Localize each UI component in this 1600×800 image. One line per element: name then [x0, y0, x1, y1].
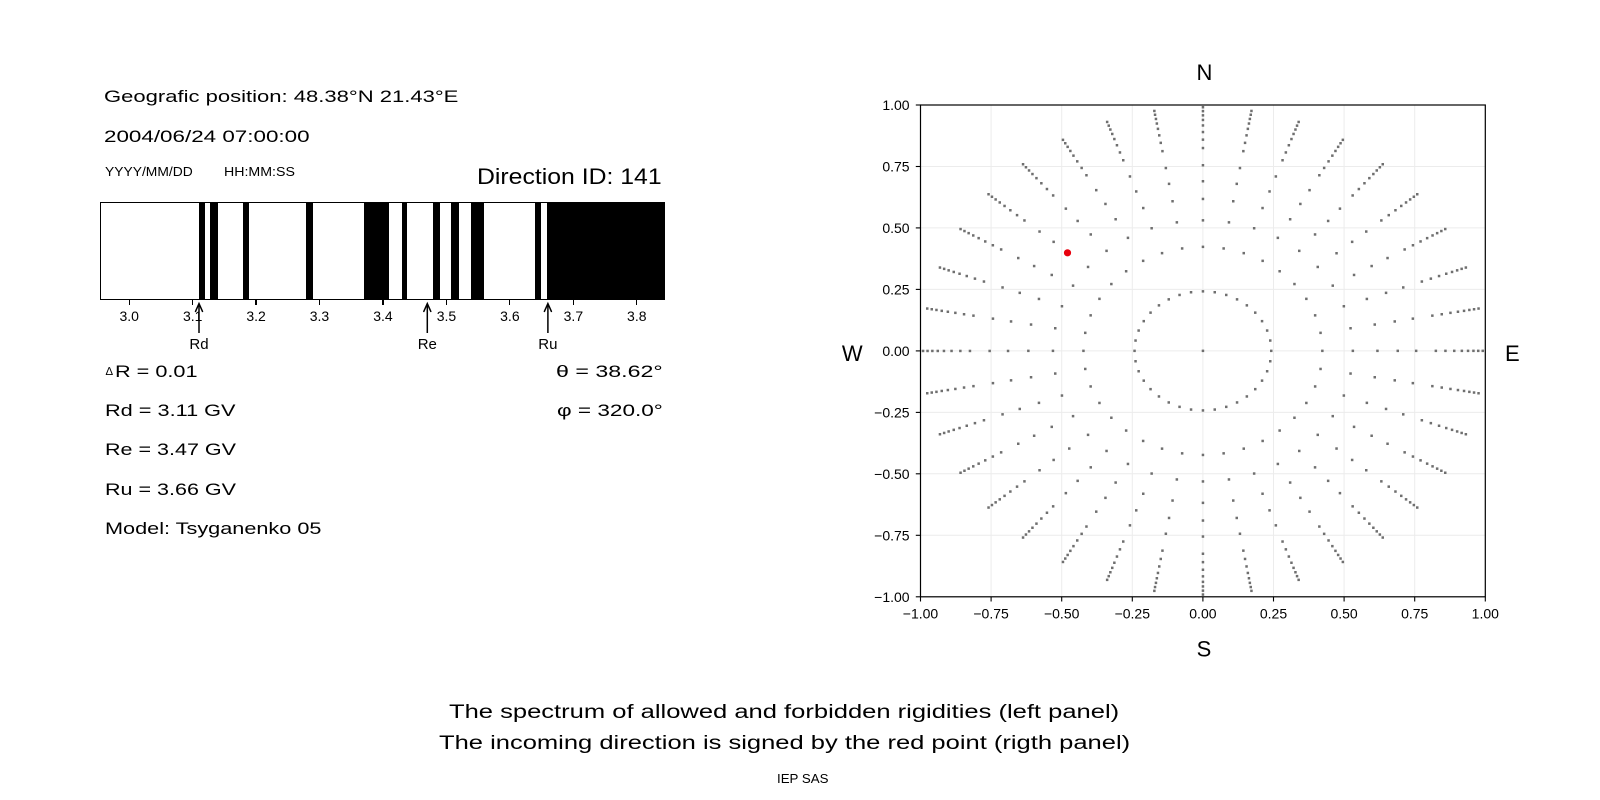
svg-text:0.75: 0.75	[882, 159, 909, 175]
svg-text:−0.25: −0.25	[874, 405, 910, 421]
svg-text:−1.00: −1.00	[874, 589, 910, 605]
svg-text:0.25: 0.25	[1260, 605, 1287, 621]
svg-text:0.50: 0.50	[882, 220, 909, 236]
svg-text:W: W	[842, 341, 863, 366]
svg-text:−1.00: −1.00	[903, 605, 939, 621]
svg-text:0.50: 0.50	[1330, 605, 1357, 621]
svg-text:1.00: 1.00	[1472, 605, 1499, 621]
svg-text:S: S	[1197, 636, 1212, 661]
svg-text:−0.75: −0.75	[874, 527, 910, 543]
svg-text:0.00: 0.00	[1189, 605, 1216, 621]
svg-text:0.75: 0.75	[1401, 605, 1428, 621]
svg-text:N: N	[1196, 60, 1212, 85]
svg-text:1.00: 1.00	[882, 97, 909, 113]
svg-text:−0.50: −0.50	[874, 466, 910, 482]
svg-text:E: E	[1505, 341, 1520, 366]
svg-text:−0.25: −0.25	[1115, 605, 1151, 621]
svg-text:−0.75: −0.75	[973, 605, 1009, 621]
svg-text:−0.50: −0.50	[1044, 605, 1080, 621]
svg-text:0.25: 0.25	[882, 282, 909, 298]
svg-text:0.00: 0.00	[882, 343, 909, 359]
